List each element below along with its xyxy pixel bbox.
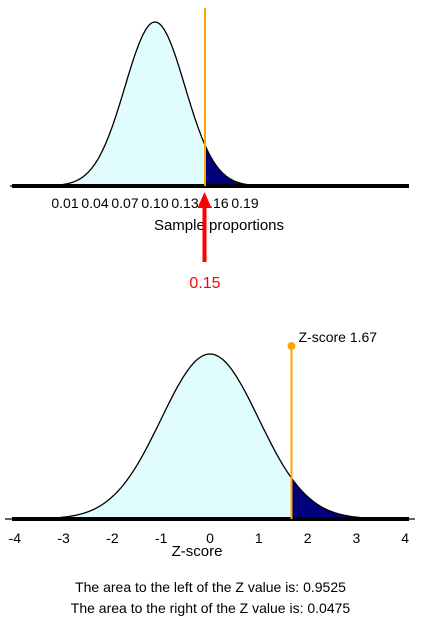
sample-proportion-chart: 0.01 0.04 0.07 0.10 0.13 0.16 0.19 Sample prop…: [10, 8, 409, 292]
x-tick-labels: -4 -3 -2 -1 0 1 2 3 4: [9, 530, 410, 546]
x-tick-label: 0.01: [51, 195, 78, 211]
right-tail-fill: [205, 145, 290, 186]
x-axis-title: Sample proportions: [154, 217, 284, 234]
right-area-result: The area to the right of the Z value is:…: [70, 600, 351, 616]
arrow-head: [197, 192, 212, 208]
left-area-fill: [10, 22, 205, 186]
x-tick-label: 3: [353, 530, 361, 546]
x-tick-label: 2: [304, 530, 312, 546]
x-tick-labels: 0.01 0.04 0.07 0.10 0.13 0.16 0.19: [51, 195, 258, 211]
marker-value-label: Z-score 1.67: [298, 329, 377, 345]
x-tick-label: 0: [206, 530, 214, 546]
z-score-chart: Z-score 1.67 -4 -3 -2 -1 0 1 2 3 4 Z-score: [5, 329, 415, 560]
x-tick-label: 0.07: [111, 195, 138, 211]
left-area-result: The area to the left of the Z value is: …: [75, 579, 346, 595]
x-axis-title: Z-score: [172, 543, 223, 560]
marker-dot: [287, 342, 296, 350]
left-area-fill: [5, 354, 292, 519]
x-tick-label: 0.13: [171, 195, 198, 211]
marker-value-label: 0.15: [189, 275, 220, 292]
x-tick-label: 0.19: [231, 195, 258, 211]
x-tick-label: -3: [57, 530, 70, 546]
density-curve: [5, 353, 415, 520]
x-tick-label: 1: [255, 530, 263, 546]
x-tick-label: -2: [106, 530, 119, 546]
x-tick-label: -1: [155, 530, 168, 546]
x-tick-label: 4: [401, 530, 409, 546]
right-tail-fill: [291, 478, 415, 519]
red-arrow: [197, 192, 212, 262]
x-tick-label: 0.10: [141, 195, 168, 211]
x-tick-label: -4: [9, 530, 22, 546]
x-tick-label: 0.04: [81, 195, 108, 211]
